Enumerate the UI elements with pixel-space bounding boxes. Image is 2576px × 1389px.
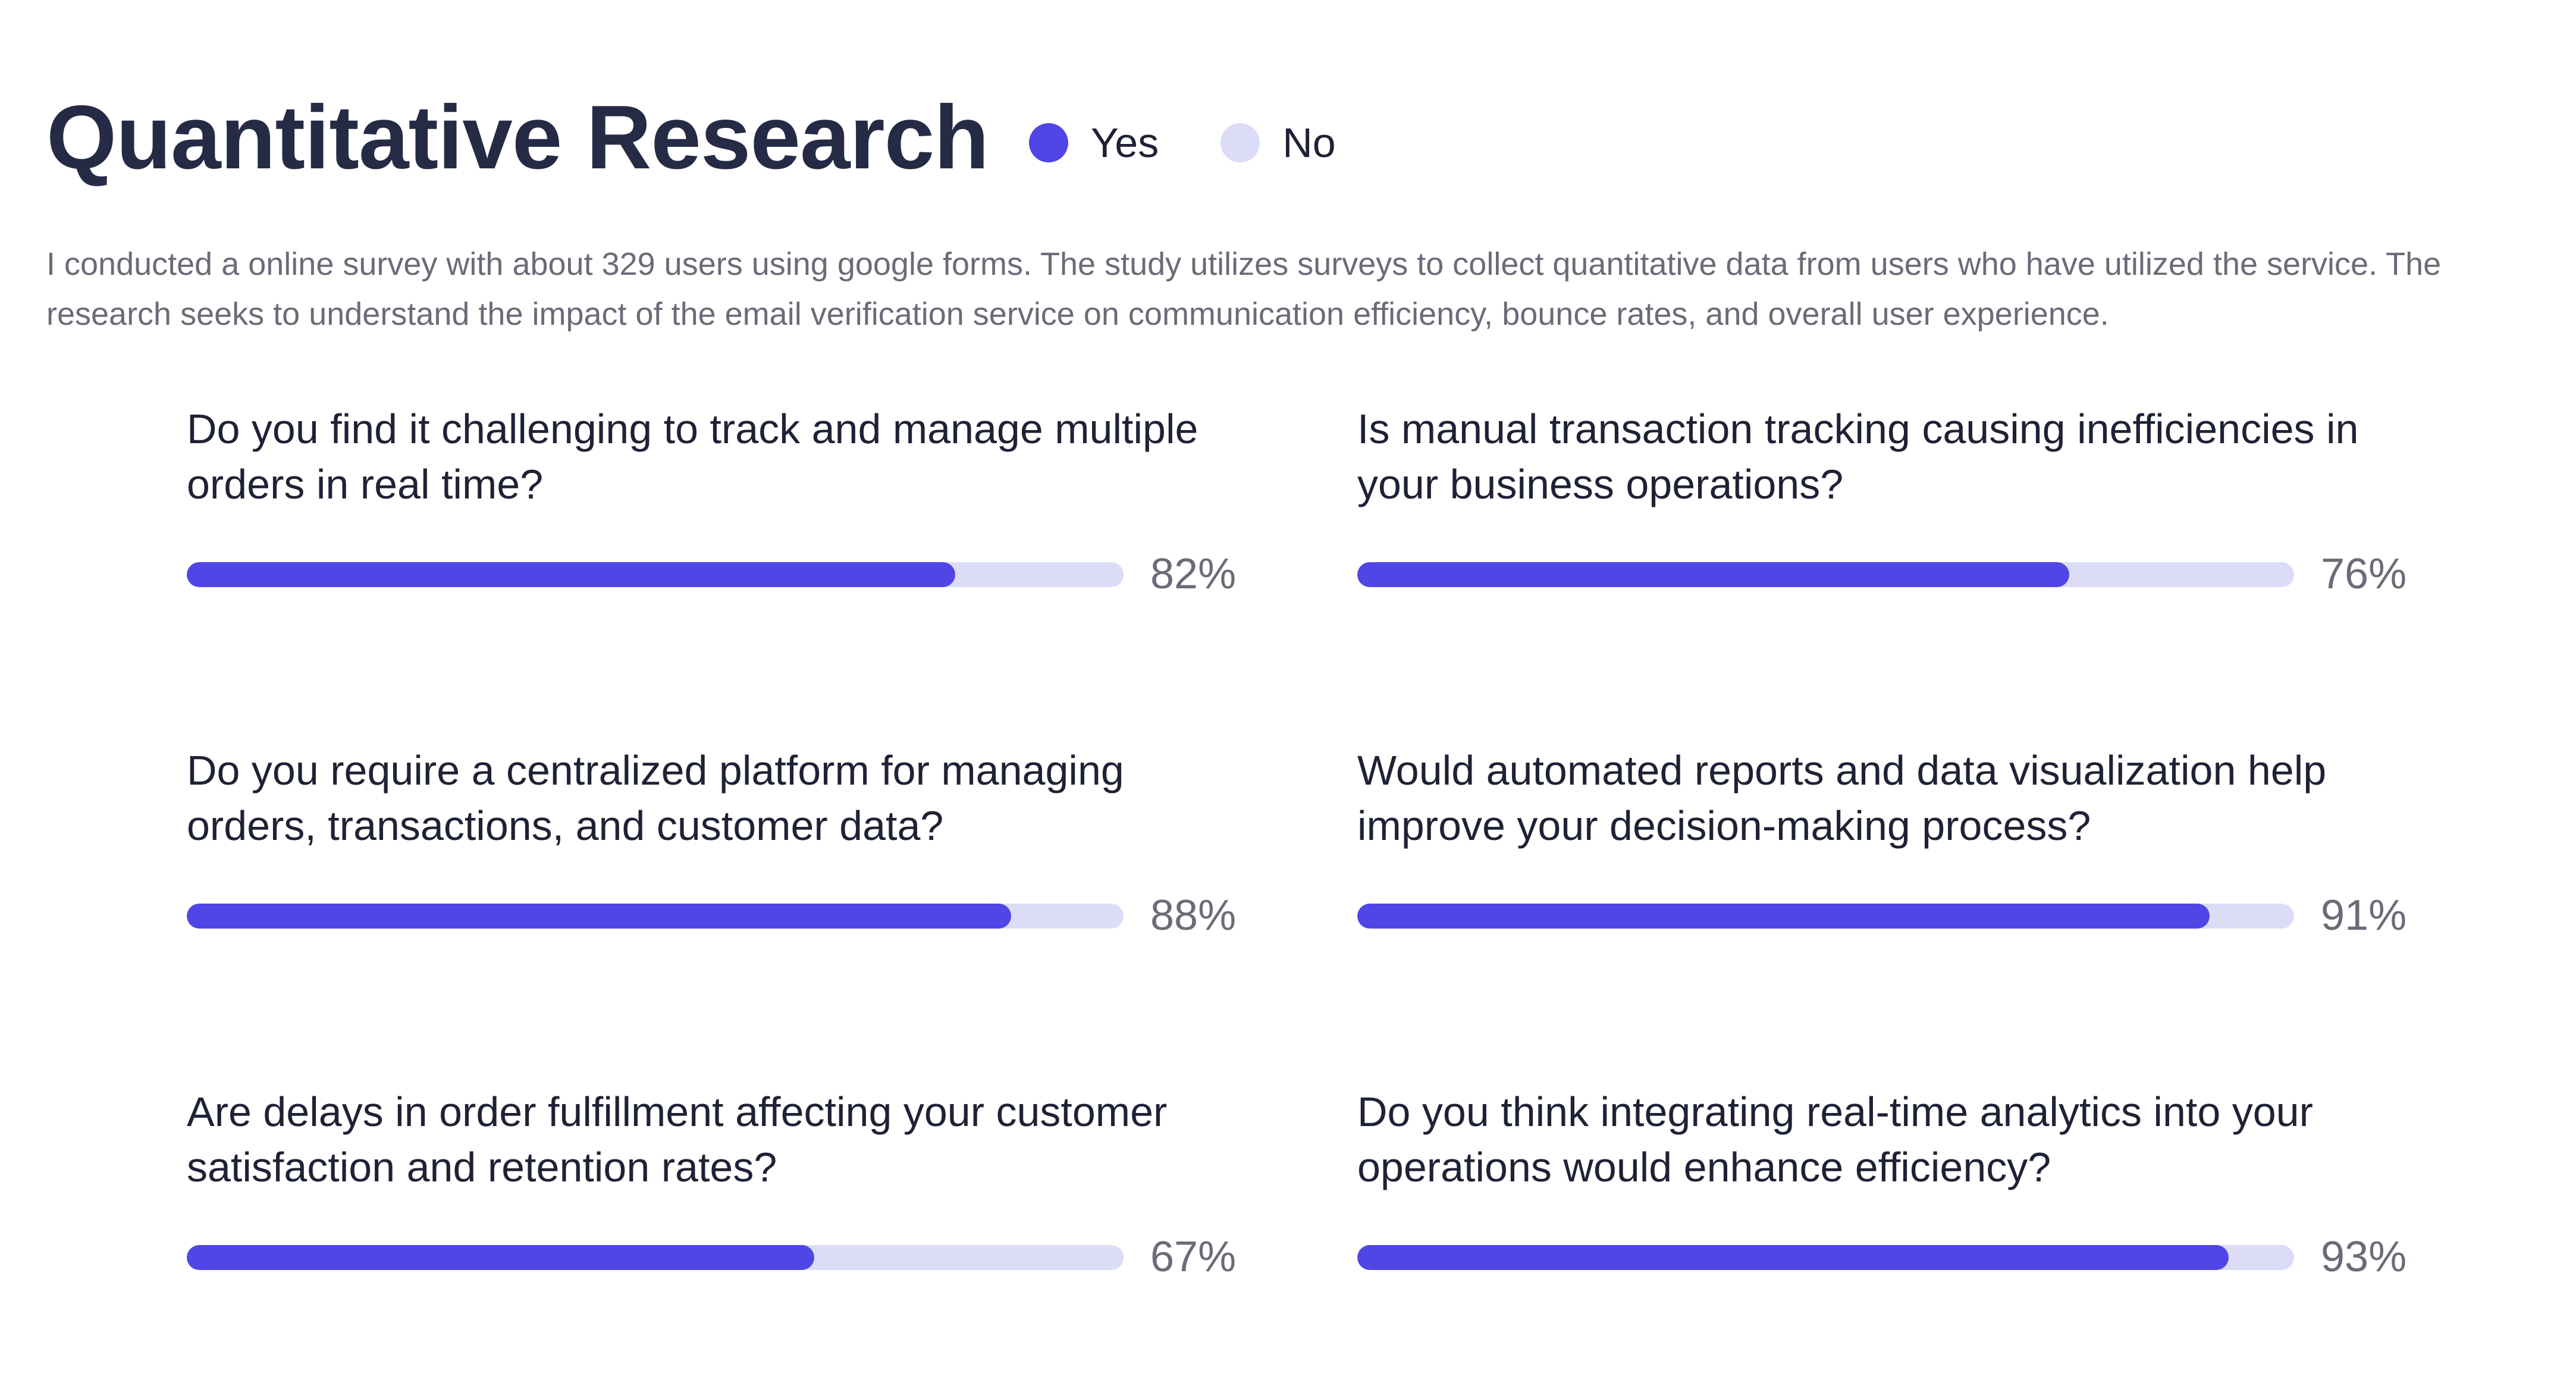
bar-fill (1357, 904, 2210, 929)
legend-label-yes: Yes (1091, 120, 1159, 166)
bar-percentage: 67% (1150, 1233, 1237, 1281)
legend-dot-no-icon (1220, 123, 1260, 162)
bar-fill (187, 562, 955, 587)
page-title: Quantitative Research (46, 87, 989, 188)
bar-track (187, 1245, 1124, 1270)
question-text: Do you think integrating real-time analy… (1357, 1089, 2313, 1190)
legend-item-yes: Yes (1029, 122, 1159, 164)
bar-percentage: 82% (1150, 550, 1237, 598)
bar-track (1357, 1245, 2294, 1270)
bar-track (187, 562, 1124, 587)
bar-fill (187, 1245, 815, 1270)
question-text: Do you require a centralized platform fo… (187, 747, 1124, 849)
legend-dot-yes-icon (1029, 123, 1068, 162)
question-card-3: Do you require a centralized platform fo… (187, 743, 1364, 993)
bar-track (187, 904, 1124, 929)
question-card-5: Are delays in order fulfillment affectin… (187, 1084, 1364, 1334)
bar-percentage: 93% (2321, 1233, 2407, 1281)
bar-percentage: 91% (2321, 892, 2407, 939)
question-text: Would automated reports and data visuali… (1357, 747, 2327, 849)
description: I conducted a online survey with about 3… (46, 246, 2442, 332)
legend: Yes No (1029, 122, 1336, 164)
question-text: Are delays in order fulfillment affectin… (187, 1089, 1168, 1190)
bar-fill (187, 904, 1011, 929)
question-card-2: Is manual transaction tracking causing i… (1357, 402, 2535, 651)
legend-item-no: No (1220, 120, 1336, 166)
bar-fill (1357, 1245, 2229, 1270)
bar-percentage: 76% (2321, 550, 2407, 598)
bar-track (1357, 562, 2294, 587)
question-text: Is manual transaction tracking causing i… (1357, 406, 2359, 507)
question-card-1: Do you find it challenging to track and … (187, 402, 1364, 651)
bar-track (1357, 904, 2294, 929)
question-card-6: Do you think integrating real-time analy… (1357, 1084, 2535, 1334)
bar-fill (1357, 562, 2069, 587)
legend-label-no: No (1282, 120, 1336, 166)
question-text: Do you find it challenging to track and … (187, 406, 1198, 507)
question-card-4: Would automated reports and data visuali… (1357, 743, 2535, 993)
bar-percentage: 88% (1150, 892, 1237, 939)
